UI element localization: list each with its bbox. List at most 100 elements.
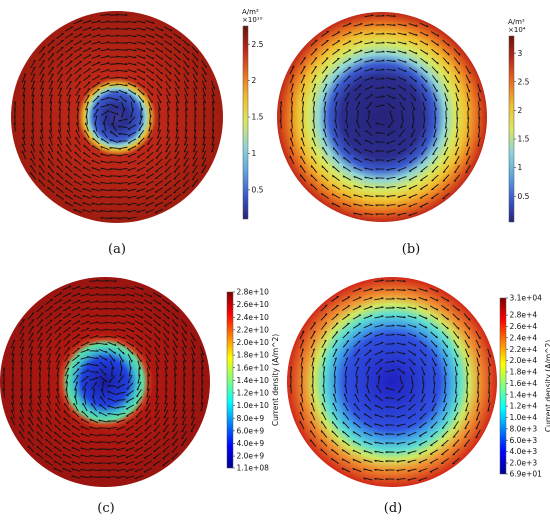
vector-arrow-head — [96, 357, 99, 359]
vector-arrow — [299, 420, 305, 430]
vector-arrow — [409, 75, 417, 83]
vector-arrow — [30, 66, 36, 76]
vector-arrow — [38, 360, 42, 370]
colorbar-tick-label: 2.2e+10 — [237, 325, 270, 334]
colorbar-tick-label: 1.0e+4 — [510, 413, 538, 422]
vector-arrow — [90, 382, 98, 390]
vector-arrow — [173, 367, 177, 377]
vector-arrow — [321, 48, 329, 56]
vector-arrow-head — [312, 119, 314, 122]
vector-arrow — [85, 101, 89, 111]
vector-arrow-head — [392, 279, 395, 282]
vector-arrow — [192, 60, 198, 68]
vector-arrow — [104, 122, 106, 132]
vector-arrow-head — [31, 312, 35, 314]
vector-arrow-head — [114, 279, 117, 282]
vector-arrow — [135, 333, 143, 341]
vector-arrow — [125, 454, 135, 458]
vector-arrow — [354, 403, 360, 411]
vector-arrow — [418, 297, 428, 301]
vector-arrow-head — [425, 298, 428, 301]
vector-arrow-head — [143, 49, 146, 52]
vector-arrow — [443, 366, 447, 376]
vector-arrow-head — [132, 344, 135, 347]
vector-arrow-head — [69, 67, 73, 69]
vector-arrow-head — [58, 108, 61, 111]
vector-arrow — [56, 60, 64, 68]
vector-arrow-head — [21, 353, 24, 356]
vector-arrow-head — [152, 71, 155, 74]
vector-arrow — [409, 147, 417, 155]
vector-arrow — [82, 209, 92, 213]
vector-arrow — [74, 144, 82, 152]
vector-arrow-head — [105, 350, 108, 353]
colorbar-gradient — [499, 297, 507, 475]
vector-arrow — [127, 202, 137, 206]
vector-arrow — [54, 446, 62, 452]
vector-arrow — [398, 85, 406, 91]
vector-arrow — [300, 357, 304, 367]
vector-arrow-head — [105, 365, 107, 369]
vector-arrow-head — [38, 388, 40, 391]
vector-arrow-head — [27, 445, 29, 448]
vector-arrow-head — [385, 478, 388, 481]
vector-arrow — [136, 75, 146, 81]
vector-arrow-head — [323, 348, 327, 351]
vector-arrow — [399, 375, 403, 385]
vector-arrow-head — [364, 139, 367, 142]
vector-arrow — [75, 87, 81, 97]
vector-arrow — [464, 411, 470, 421]
vector-arrow — [300, 74, 306, 84]
vector-arrow — [182, 179, 190, 187]
colorbar-title: Current density (A/m^2) — [271, 334, 280, 426]
vector-arrow — [184, 136, 188, 146]
vector-arrow-head — [114, 328, 117, 331]
vector-arrow-head — [386, 151, 389, 154]
vector-arrow-head — [179, 36, 181, 39]
vector-arrow-head — [368, 358, 372, 360]
vector-arrow — [183, 157, 189, 167]
colorbar-d: 3.1e+042.8e+42.6e+42.4e+42.2e+42.0e+41.8… — [499, 294, 550, 479]
vector-arrow — [181, 423, 187, 433]
vector-arrow-head — [172, 437, 175, 439]
vector-arrow-head — [50, 101, 53, 104]
vector-arrow-head — [116, 470, 119, 472]
vector-arrow-head — [415, 42, 418, 45]
colorbar-tick-label: 2.4e+10 — [237, 313, 270, 322]
vector-arrow — [183, 143, 189, 153]
vector-arrow — [171, 445, 179, 453]
vector-arrow — [27, 312, 35, 320]
vector-arrow-head — [118, 125, 121, 128]
vector-arrow-head — [63, 424, 65, 428]
vector-arrow — [30, 80, 36, 90]
vector-arrow-head — [313, 321, 316, 324]
vector-arrow — [441, 439, 449, 447]
vector-arrow — [343, 75, 351, 83]
vector-arrow-head — [123, 322, 126, 325]
vector-arrow — [407, 332, 417, 338]
vector-arrow-head — [392, 288, 395, 291]
vector-arrow — [354, 148, 362, 154]
vector-arrow-head — [386, 169, 389, 171]
vector-arrow — [181, 325, 187, 335]
vector-arrow — [118, 160, 128, 164]
vector-arrow — [67, 101, 71, 111]
vector-arrow-head — [132, 294, 135, 297]
vector-arrow-head — [82, 195, 85, 198]
vector-arrow — [323, 128, 327, 138]
vector-arrow — [364, 185, 374, 189]
vector-arrow-head — [478, 373, 480, 376]
vector-arrow — [299, 330, 305, 340]
vector-arrow — [162, 459, 170, 467]
vector-arrow — [37, 333, 43, 341]
vector-arrow-head — [109, 217, 112, 220]
vector-arrow-head — [89, 469, 92, 472]
vector-arrow-head — [109, 210, 112, 213]
vector-arrow-head — [448, 52, 450, 56]
vector-arrow-head — [177, 108, 179, 111]
vector-arrow-head — [56, 172, 58, 176]
vector-arrow-head — [311, 128, 314, 131]
vector-arrow — [201, 150, 207, 160]
vector-arrow — [154, 47, 164, 53]
vector-arrow-head — [375, 141, 378, 144]
